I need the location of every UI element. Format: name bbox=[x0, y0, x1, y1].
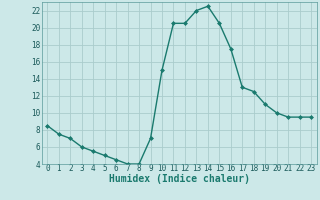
X-axis label: Humidex (Indice chaleur): Humidex (Indice chaleur) bbox=[109, 174, 250, 184]
